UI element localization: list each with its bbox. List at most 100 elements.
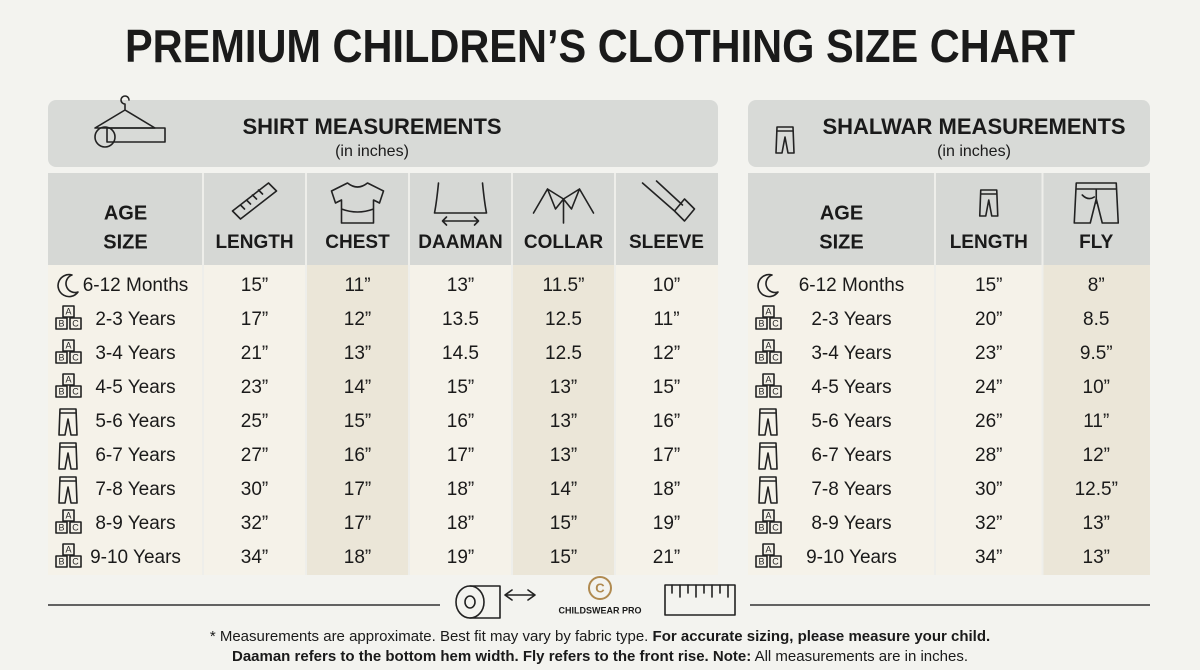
block: [69, 385, 82, 398]
age-header: AGE: [104, 202, 147, 224]
block-letter: A: [65, 544, 71, 554]
block-letter: B: [758, 352, 764, 362]
block-letter: A: [65, 306, 71, 316]
age-label: 9-10 Years: [806, 547, 897, 568]
measurement: 30”: [241, 479, 268, 500]
block: [62, 305, 75, 318]
measurement: 28”: [975, 445, 1002, 466]
age-label: 5-6 Years: [95, 411, 175, 432]
block-letter: B: [58, 522, 64, 532]
measurement: 32”: [975, 513, 1002, 534]
pants-icon: [758, 442, 778, 470]
measurement: 15”: [653, 377, 680, 398]
abc-icon: AB C: [755, 305, 782, 330]
pants-icon: [58, 476, 78, 504]
block: [69, 521, 82, 534]
block: [769, 521, 782, 534]
measurement: 18”: [447, 479, 474, 500]
icon-stroke: [641, 180, 696, 222]
value-column: [409, 265, 512, 575]
abc-icon: AB C: [755, 339, 782, 364]
abc-icon: AB C: [755, 543, 782, 568]
column-header: LENGTH: [215, 232, 293, 253]
icon-stroke: [1073, 182, 1120, 224]
icon-stroke: [58, 476, 78, 504]
icon-stroke: [58, 442, 78, 470]
measurement: 15”: [550, 513, 577, 534]
value-column: [306, 265, 409, 575]
icon-stroke: [757, 273, 779, 298]
value-column: [1042, 265, 1150, 575]
measurement: 26”: [975, 411, 1002, 432]
measurement: 11”: [653, 309, 679, 330]
measurement: 13”: [344, 343, 371, 364]
logo-mark: C: [595, 580, 605, 595]
measurement: 14”: [344, 377, 371, 398]
section-heading: SHALWAR MEASUREMENTS: [822, 114, 1125, 139]
block-letter: A: [765, 544, 771, 554]
pants-icon: [758, 408, 778, 436]
block: [62, 509, 75, 522]
age-header: AGE: [820, 202, 863, 224]
measurement: 16”: [447, 411, 474, 432]
measurement: 15”: [344, 411, 371, 432]
block-letter: C: [72, 522, 79, 532]
measurement: 12”: [1083, 445, 1110, 466]
measurement: 12”: [344, 309, 371, 330]
ruler-icon: [664, 584, 736, 616]
block: [769, 351, 782, 364]
section-header: [748, 100, 1150, 167]
block: [755, 351, 768, 364]
measurement: 13”: [550, 411, 577, 432]
measurement: 32”: [241, 513, 268, 534]
block: [55, 521, 68, 534]
measurement: 20”: [975, 309, 1002, 330]
collar-icon: [532, 188, 595, 224]
table-header: [48, 173, 718, 265]
block: [69, 317, 82, 330]
age-label: 6-7 Years: [95, 445, 175, 466]
block-letter: C: [72, 352, 79, 362]
measurement: 17”: [653, 445, 680, 466]
measurement: 23”: [241, 377, 268, 398]
measurement: 15”: [975, 275, 1002, 296]
block-letter: B: [58, 352, 64, 362]
measurement: 25”: [241, 411, 268, 432]
measurement: 21”: [653, 547, 680, 568]
block-letter: A: [765, 306, 771, 316]
block: [55, 351, 68, 364]
icon-stroke: [758, 476, 778, 504]
measurement: 21”: [241, 343, 268, 364]
block-letter: A: [65, 340, 71, 350]
age-label: 3-4 Years: [811, 343, 891, 364]
measurement: 34”: [975, 547, 1002, 568]
measurement: 14.5: [442, 343, 479, 364]
block-letter: C: [772, 386, 779, 396]
age-label: 6-7 Years: [811, 445, 891, 466]
block-letter: A: [65, 510, 71, 520]
block-letter: C: [772, 352, 779, 362]
moon-icon: [57, 273, 79, 298]
abc-icon: AB C: [755, 373, 782, 398]
block-letter: B: [758, 386, 764, 396]
measurement: 13”: [1083, 513, 1110, 534]
block-letter: C: [772, 522, 779, 532]
measurement: 12.5: [545, 309, 582, 330]
age-header: SIZE: [819, 231, 863, 253]
measurement: 15”: [241, 275, 268, 296]
measurement: 17”: [344, 479, 371, 500]
measurement: 12”: [653, 343, 680, 364]
block: [762, 543, 775, 556]
footer-segment: Daaman refers to the bottom hem width. F…: [232, 648, 751, 665]
block: [55, 317, 68, 330]
block: [769, 385, 782, 398]
measurement: 13”: [447, 275, 474, 296]
age-label: 4-5 Years: [95, 377, 175, 398]
block-letter: C: [772, 556, 779, 566]
value-column: [203, 265, 306, 575]
block: [769, 317, 782, 330]
age-label: 7-8 Years: [95, 479, 175, 500]
tape-roll: [94, 126, 116, 148]
logo-text: CHILDSWEAR PRO: [559, 605, 642, 615]
block: [69, 555, 82, 568]
